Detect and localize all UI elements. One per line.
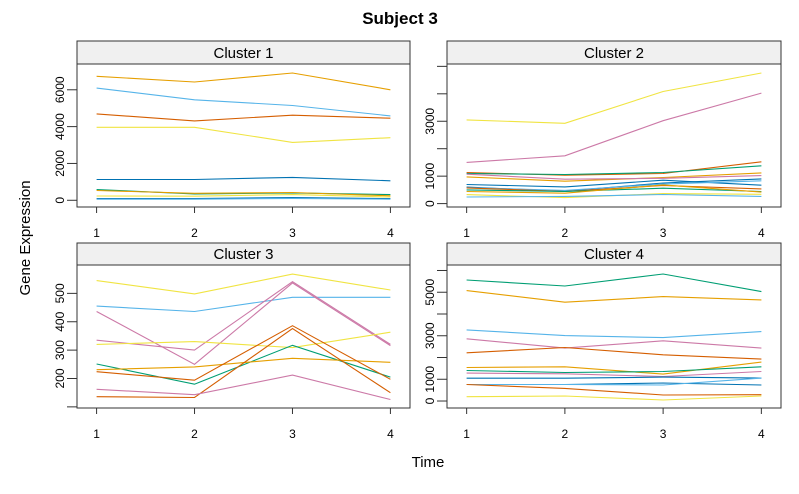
- y-tick-label: 200: [53, 368, 67, 388]
- series-line-1: [466, 72, 762, 124]
- strip-label: Cluster 1: [213, 45, 273, 62]
- x-tick-label: 2: [562, 226, 569, 240]
- plot-frame: [446, 63, 782, 208]
- x-tick-label: 3: [660, 427, 667, 441]
- x-tick-label: 1: [93, 226, 100, 240]
- y-tick-label: 3000: [423, 108, 437, 135]
- series-line-8: [96, 325, 391, 381]
- series-line-5: [466, 346, 762, 360]
- y-tick-label: 3000: [423, 322, 437, 349]
- x-tick-label: 3: [660, 226, 667, 240]
- y-tick-label: 1000: [423, 162, 437, 189]
- x-tick-label: 2: [191, 427, 198, 441]
- panel-2: Cluster 2 1 2 3 4 0 1000 3000: [423, 40, 782, 240]
- y-tick-label: 4000: [53, 113, 67, 140]
- y-tick-label: 2000: [53, 150, 67, 177]
- series-line-9: [96, 327, 391, 399]
- series-line-10: [96, 374, 391, 401]
- series-line-14: [466, 193, 762, 198]
- series-line-6: [466, 361, 762, 375]
- panel-1: Cluster 1 1 2 3 4 0 2000 4000 6000: [53, 40, 411, 240]
- x-tick-label: 1: [93, 427, 100, 441]
- y-tick-label: 400: [53, 311, 67, 331]
- series-line-1: [96, 72, 391, 91]
- series-line-1: [96, 273, 391, 295]
- series-line-7: [466, 366, 762, 374]
- series-line-8: [466, 370, 762, 378]
- plot-frame: [446, 264, 782, 409]
- series-line-5: [96, 176, 391, 182]
- series-line-2: [96, 87, 391, 117]
- series-line-3: [96, 113, 391, 122]
- x-tick-label: 4: [758, 427, 765, 441]
- series-line-8: [96, 194, 391, 198]
- strip-label: Cluster 4: [584, 246, 644, 263]
- y-tick-label: 0: [423, 200, 437, 207]
- series-line-1: [466, 273, 762, 293]
- series-line-3: [466, 329, 762, 339]
- chart-title: Subject 3: [362, 9, 438, 28]
- series-line-12: [466, 184, 762, 194]
- series-line-6: [466, 173, 762, 180]
- series-line-4: [466, 338, 762, 349]
- y-tick-label: 300: [53, 340, 67, 360]
- y-tick-label: 5000: [423, 279, 437, 306]
- series-line-3: [96, 282, 391, 365]
- x-tick-label: 4: [758, 226, 765, 240]
- panel-3: Cluster 3 1 2 3 4 200 300 400 500: [53, 242, 411, 441]
- panel-4: Cluster 4 1 2 3 4 0 1000 3000 5000: [423, 242, 782, 441]
- series-line-4: [466, 165, 762, 176]
- series-line-10: [96, 197, 391, 200]
- series-line-2: [466, 92, 762, 163]
- series-line-9: [466, 376, 762, 379]
- x-tick-label: 1: [463, 427, 470, 441]
- plot-frame: [76, 63, 411, 208]
- y-tick-label: 0: [423, 397, 437, 404]
- x-axis-label: Time: [412, 454, 445, 471]
- series-line-12: [466, 383, 762, 396]
- plot-frame: [76, 264, 411, 409]
- strip-label: Cluster 3: [213, 246, 273, 263]
- x-tick-label: 4: [387, 427, 394, 441]
- series-line-9: [96, 196, 391, 200]
- x-tick-label: 3: [289, 427, 296, 441]
- strip-label: Cluster 2: [584, 45, 644, 62]
- series-line-9: [466, 180, 762, 191]
- x-tick-label: 2: [191, 226, 198, 240]
- series-line-13: [466, 395, 762, 401]
- series-line-6: [96, 344, 391, 385]
- y-tick-label: 0: [53, 197, 67, 204]
- series-line-2: [96, 296, 391, 313]
- series-line-2: [466, 290, 762, 303]
- y-tick-label: 1000: [423, 366, 437, 393]
- y-axis-label: Gene Expression: [17, 180, 34, 295]
- x-tick-label: 2: [562, 427, 569, 441]
- series-line-4: [96, 126, 391, 143]
- y-tick-label: 6000: [53, 76, 67, 103]
- series-line-7: [96, 189, 391, 197]
- y-tick-label: 500: [53, 283, 67, 303]
- x-tick-label: 3: [289, 226, 296, 240]
- x-tick-label: 4: [387, 226, 394, 240]
- series-line-5: [466, 172, 762, 182]
- series-line-11: [466, 187, 762, 193]
- series-line-11: [466, 377, 762, 386]
- series-line-5: [96, 331, 391, 349]
- x-tick-label: 1: [463, 226, 470, 240]
- series-line-4: [96, 281, 391, 351]
